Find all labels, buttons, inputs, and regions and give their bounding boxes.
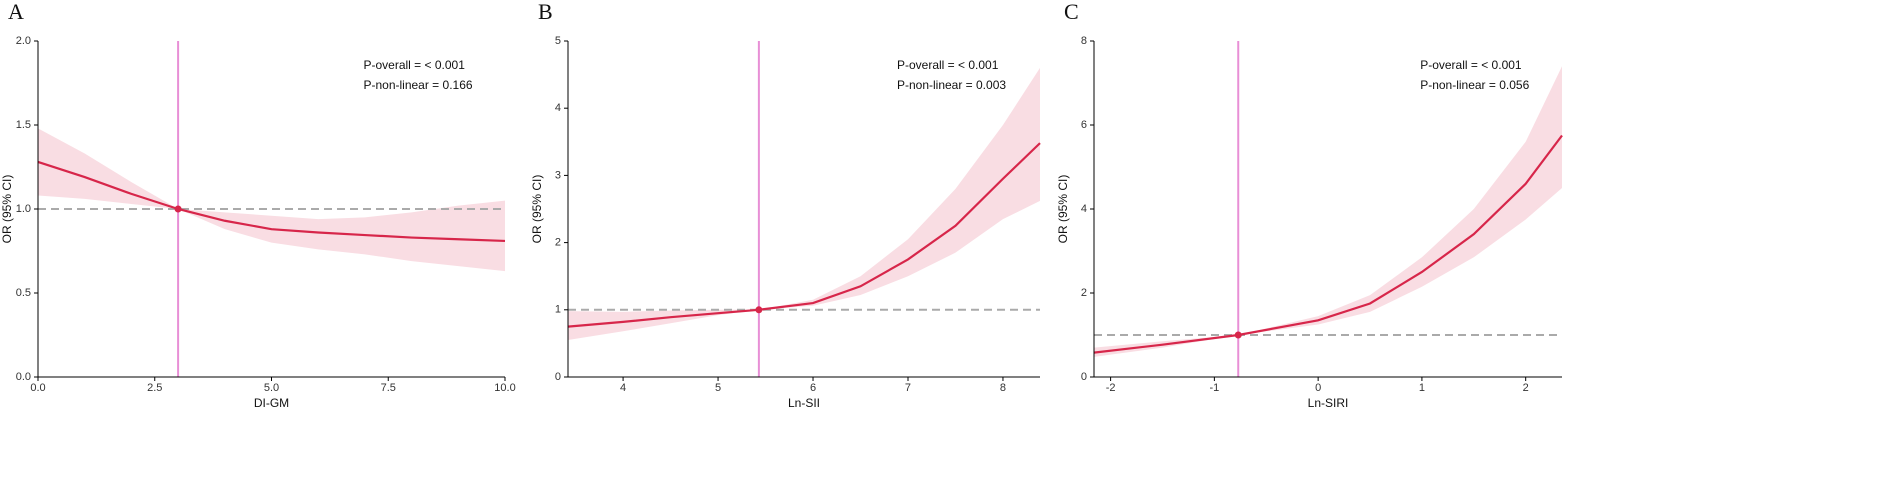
y-tick-label: 1.0 bbox=[16, 203, 31, 215]
x-tick-label: 0.0 bbox=[30, 382, 45, 394]
x-tick-label: 8 bbox=[1000, 382, 1006, 394]
x-axis-title: Ln-SII bbox=[788, 396, 820, 410]
annotation: P-overall = < 0.001 bbox=[897, 58, 999, 72]
panel-label: B bbox=[538, 0, 553, 24]
reference-point bbox=[755, 306, 763, 314]
x-tick-label: 1 bbox=[1419, 382, 1425, 394]
panel-label: A bbox=[8, 0, 24, 24]
y-tick-label: 4 bbox=[555, 102, 561, 114]
y-tick-label: 4 bbox=[1081, 203, 1087, 215]
y-tick-label: 0 bbox=[1081, 371, 1087, 383]
y-tick-label: 2 bbox=[1081, 287, 1087, 299]
x-axis-title: Ln-SIRI bbox=[1308, 396, 1349, 410]
y-tick-label: 2 bbox=[555, 237, 561, 249]
y-tick-label: 8 bbox=[1081, 35, 1087, 47]
ci-band bbox=[568, 67, 1040, 341]
or-curve bbox=[37, 160, 506, 243]
annotation: P-overall = < 0.001 bbox=[1420, 58, 1522, 72]
y-tick-label: 6 bbox=[1081, 119, 1087, 131]
ci-band bbox=[1094, 66, 1562, 357]
y-tick-label: 1.5 bbox=[16, 119, 31, 131]
y-tick-label: 0.0 bbox=[16, 371, 31, 383]
x-tick-label: 4 bbox=[620, 382, 626, 394]
x-tick-label: 7.5 bbox=[381, 382, 396, 394]
x-tick-label: 6 bbox=[810, 382, 816, 394]
annotation: P-non-linear = 0.003 bbox=[897, 78, 1006, 92]
x-tick-label: 5 bbox=[715, 382, 721, 394]
y-axis-title: OR (95% CI) bbox=[1056, 175, 1070, 244]
panel-label: C bbox=[1064, 0, 1079, 24]
y-tick-label: 1 bbox=[555, 304, 561, 316]
y-tick-label: 2.0 bbox=[16, 35, 31, 47]
x-tick-label: -1 bbox=[1209, 382, 1219, 394]
reference-point bbox=[174, 205, 182, 213]
annotation: P-non-linear = 0.166 bbox=[363, 78, 472, 92]
annotation: P-non-linear = 0.056 bbox=[1420, 78, 1529, 92]
ci-band bbox=[38, 128, 505, 272]
x-tick-label: 2 bbox=[1523, 382, 1529, 394]
x-axis-title: DI-GM bbox=[254, 396, 289, 410]
x-tick-label: 7 bbox=[905, 382, 911, 394]
x-tick-label: 0 bbox=[1315, 382, 1321, 394]
reference-point bbox=[1234, 331, 1242, 339]
y-axis-title: OR (95% CI) bbox=[530, 175, 544, 244]
x-tick-label: 2.5 bbox=[147, 382, 162, 394]
or-curve bbox=[1093, 134, 1563, 354]
y-tick-label: 5 bbox=[555, 35, 561, 47]
annotation: P-overall = < 0.001 bbox=[363, 58, 465, 72]
y-axis-title: OR (95% CI) bbox=[0, 175, 14, 244]
or-curve bbox=[567, 142, 1041, 328]
y-tick-label: 0 bbox=[555, 371, 561, 383]
x-tick-label: 5.0 bbox=[264, 382, 279, 394]
x-tick-label: -2 bbox=[1106, 382, 1116, 394]
y-tick-label: 3 bbox=[555, 169, 561, 181]
x-tick-label: 10.0 bbox=[494, 382, 515, 394]
y-tick-label: 0.5 bbox=[16, 287, 31, 299]
